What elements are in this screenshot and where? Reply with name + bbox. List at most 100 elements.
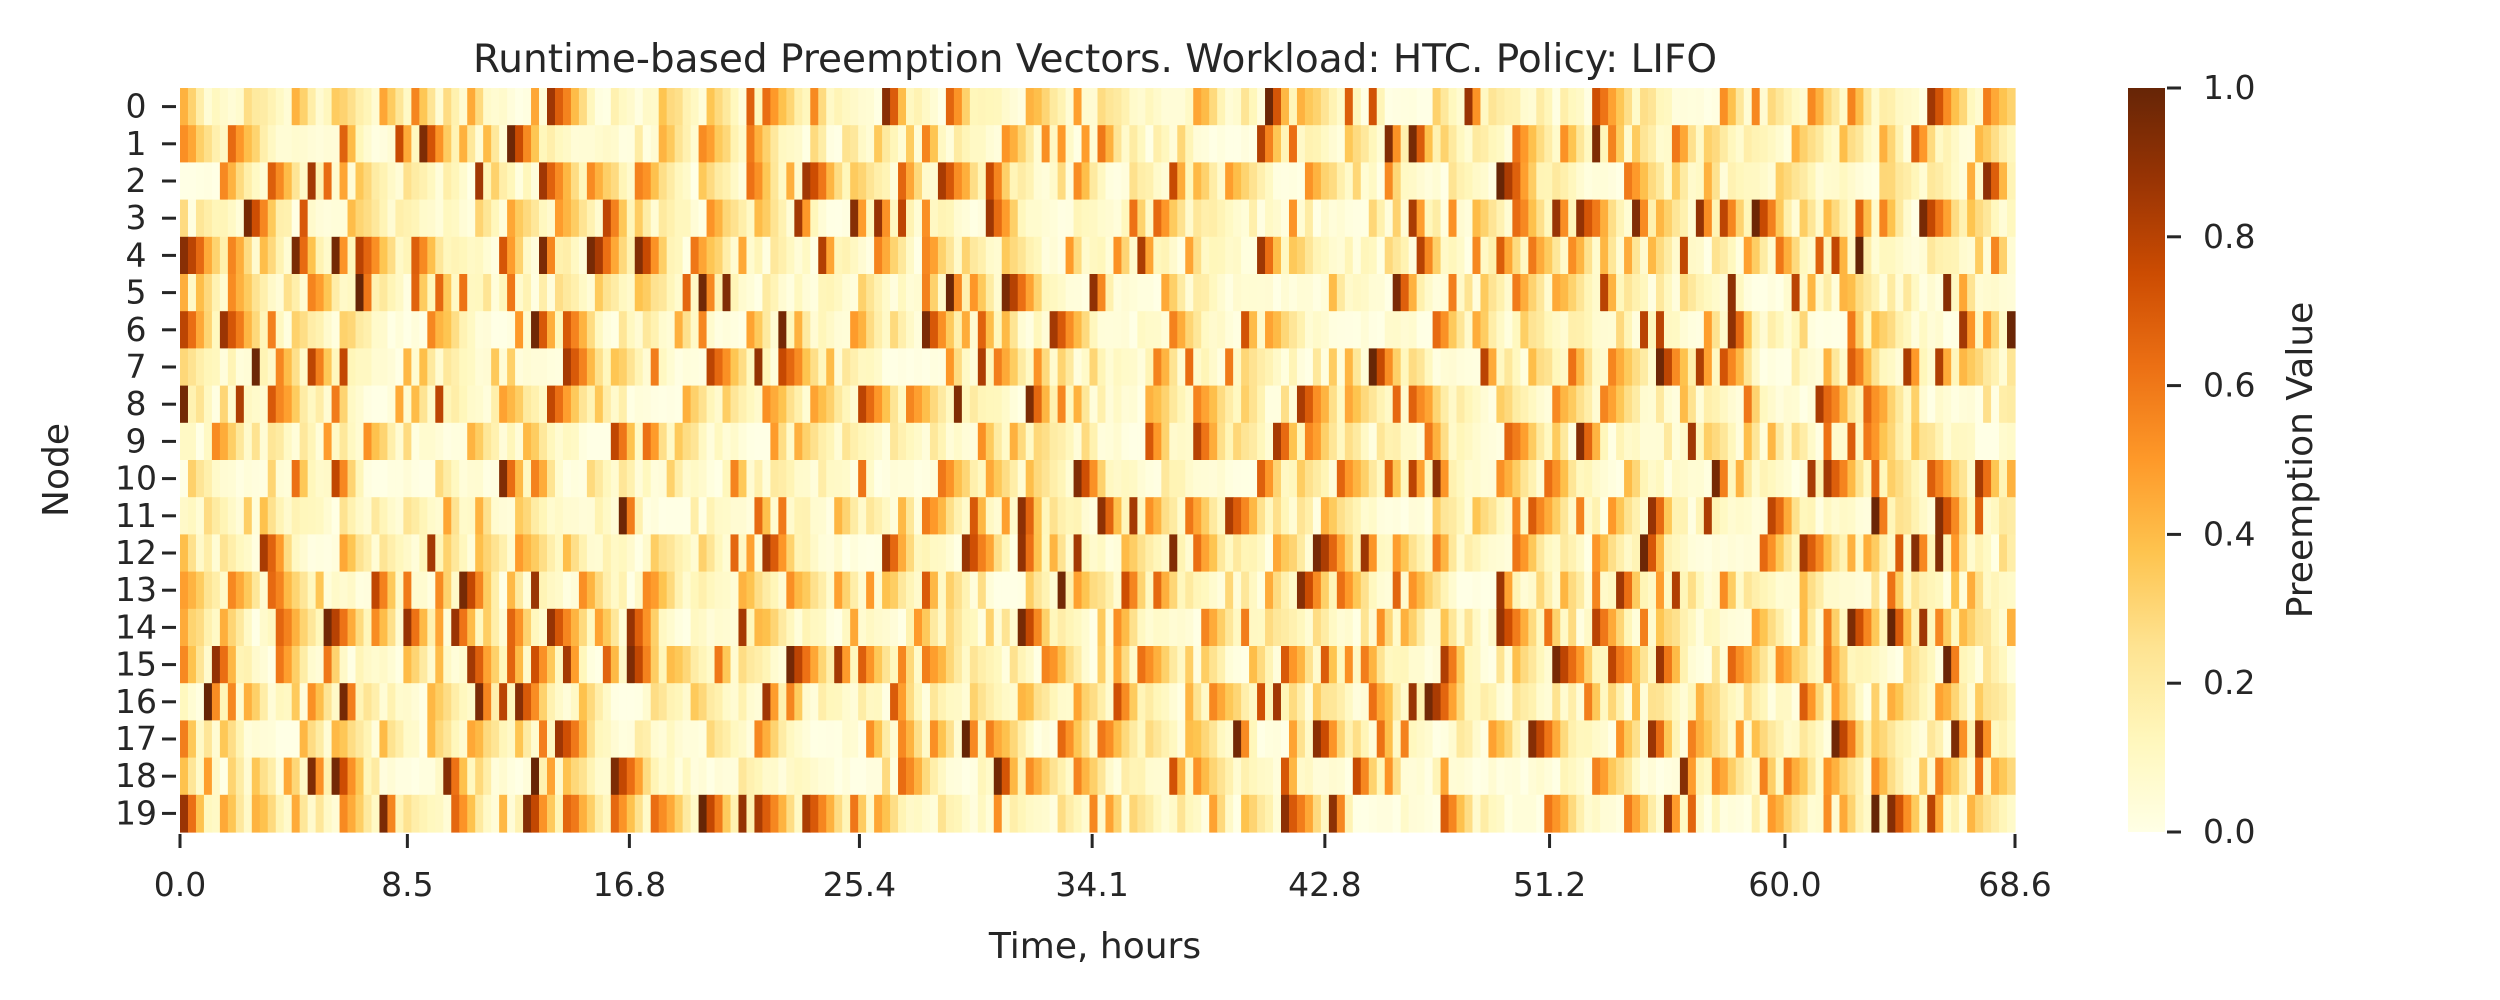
heatmap-cell (1480, 385, 1490, 424)
heatmap-cell (890, 88, 899, 126)
heatmap-cell (1775, 608, 1785, 647)
heatmap-cell (866, 236, 875, 275)
heatmap-cell (1951, 422, 1960, 461)
heatmap-cell (666, 608, 676, 647)
heatmap-cell (1312, 88, 1322, 126)
heatmap-cell (1017, 88, 1027, 126)
heatmap-cell (1655, 571, 1665, 610)
heatmap-cell (491, 125, 500, 163)
heatmap-cell (945, 274, 955, 312)
heatmap-cell (1416, 460, 1426, 498)
heatmap-cell (977, 460, 987, 498)
heatmap-cell (786, 794, 795, 833)
heatmap-cell (1775, 497, 1785, 535)
heatmap-cell (1241, 646, 1250, 684)
heatmap-cell (1831, 757, 1841, 796)
heatmap-cell (1121, 571, 1131, 610)
heatmap-cell (977, 720, 987, 759)
heatmap-cell (1520, 385, 1529, 424)
heatmap-cell (642, 162, 652, 201)
heatmap-cell (371, 534, 381, 573)
heatmap-cell (1065, 646, 1075, 684)
heatmap-cell (1775, 720, 1785, 759)
heatmap-cell (1727, 534, 1737, 573)
heatmap-cell (570, 125, 580, 163)
heatmap-cell (690, 571, 700, 610)
heatmap-cell (794, 274, 803, 312)
heatmap-cell (1655, 236, 1665, 275)
heatmap-cell (1312, 460, 1322, 498)
heatmap-cell (187, 571, 197, 610)
heatmap-cell (323, 311, 333, 349)
heatmap-cell (906, 460, 915, 498)
heatmap-cell (1775, 88, 1785, 126)
heatmap-cell (842, 460, 851, 498)
heatmap-cell (1225, 757, 1234, 796)
heatmap-cell (1991, 125, 2000, 163)
heatmap-cell (483, 720, 492, 759)
heatmap-cell (1568, 274, 1577, 312)
heatmap-cell (1951, 199, 1960, 238)
heatmap-cell (1089, 646, 1099, 684)
heatmap-cell (1288, 311, 1298, 349)
heatmap-cell (1265, 534, 1274, 573)
heatmap-cell (666, 88, 676, 126)
heatmap-cell (698, 646, 708, 684)
heatmap-cell (1632, 125, 1641, 163)
heatmap-cell (1807, 422, 1817, 461)
heatmap-cell (1520, 608, 1529, 647)
heatmap-cell (1049, 608, 1059, 647)
heatmap-cell (1273, 125, 1282, 163)
heatmap-cell (1791, 497, 1801, 535)
heatmap-cell (1161, 88, 1170, 126)
heatmap-cell (1320, 385, 1330, 424)
heatmap-cell (906, 422, 915, 461)
heatmap-cell (1145, 497, 1154, 535)
heatmap-cell (810, 88, 819, 126)
heatmap-cell (594, 162, 604, 201)
heatmap-cell (507, 720, 516, 759)
heatmap-cell (1959, 608, 1968, 647)
heatmap-cell (618, 422, 628, 461)
heatmap-cell (802, 608, 811, 647)
heatmap-cell (227, 199, 237, 238)
heatmap-cell (985, 348, 995, 387)
heatmap-cell (347, 720, 357, 759)
heatmap-cell (698, 683, 708, 721)
heatmap-cell (977, 608, 987, 647)
heatmap-cell (1528, 460, 1537, 498)
heatmap-cell (203, 422, 213, 461)
heatmap-cell (674, 794, 684, 833)
heatmap-cell (243, 497, 253, 535)
heatmap-cell (1799, 534, 1809, 573)
heatmap-cell (1392, 125, 1402, 163)
heatmap-cell (834, 385, 843, 424)
heatmap-cell (1440, 348, 1450, 387)
heatmap-cell (1424, 274, 1434, 312)
heatmap-cell (1983, 720, 1992, 759)
heatmap-cell (1624, 571, 1633, 610)
heatmap-cell (937, 199, 947, 238)
heatmap-cell (315, 683, 325, 721)
heatmap-cell (1105, 497, 1115, 535)
heatmap-cell (1328, 125, 1338, 163)
heatmap-cell (1281, 125, 1290, 163)
heatmap-cell (1751, 608, 1761, 647)
heatmap-cell (1185, 88, 1194, 126)
heatmap-cell (977, 757, 987, 796)
heatmap-cell (914, 460, 923, 498)
heatmap-cell (403, 88, 412, 126)
heatmap-cell (945, 757, 955, 796)
heatmap-cell (1783, 348, 1793, 387)
heatmap-cell (1640, 88, 1649, 126)
heatmap-cell (722, 274, 732, 312)
heatmap-cell (993, 646, 1003, 684)
heatmap-cell (419, 422, 428, 461)
heatmap-cell (1528, 757, 1537, 796)
heatmap-cell (1703, 199, 1713, 238)
heatmap-cell (331, 125, 341, 163)
heatmap-cell (1560, 646, 1569, 684)
heatmap-cell (1025, 460, 1035, 498)
heatmap-cell (331, 720, 341, 759)
heatmap-cell (411, 571, 420, 610)
